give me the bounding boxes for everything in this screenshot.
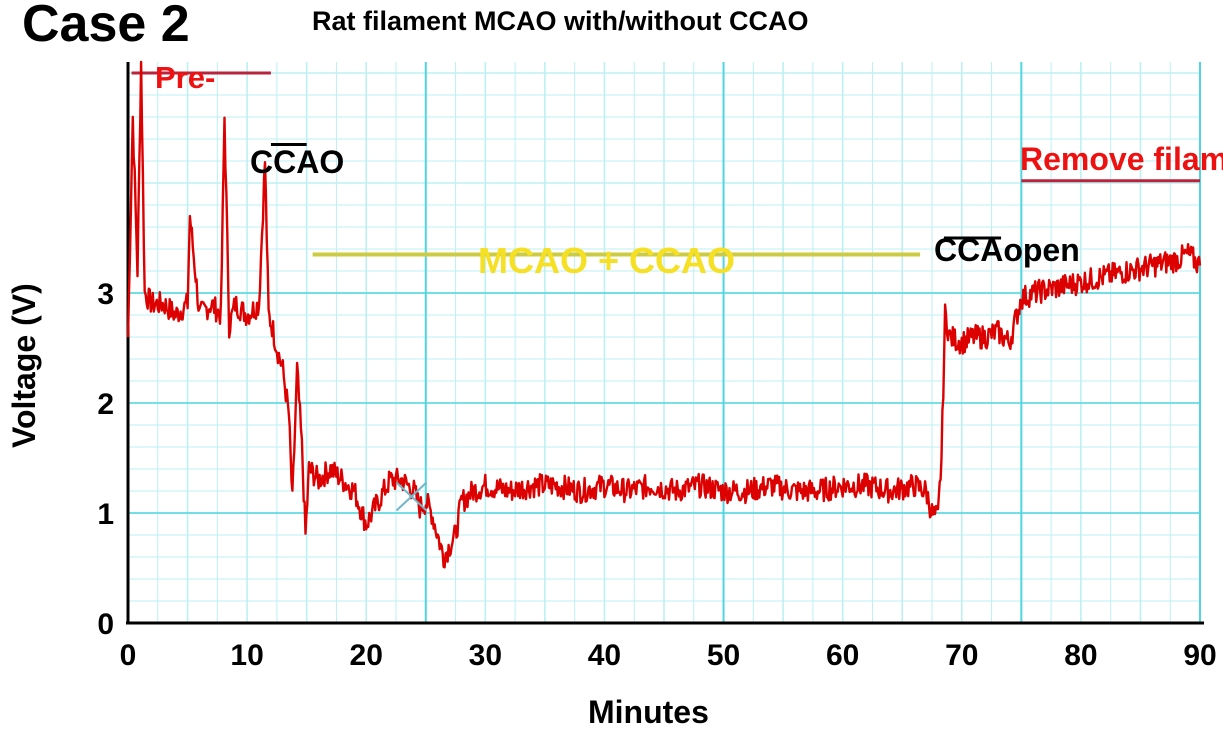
y-tick-label: 1 [97,498,114,531]
x-tick-label: 80 [1064,639,1097,672]
y-tick-label: 0 [97,608,114,641]
voltage-series-line [126,60,1202,569]
remove-filament-label: Remove filament [1020,141,1223,177]
series-layer [126,60,1202,569]
x-tick-label: 70 [945,639,978,672]
annotation-bars [131,71,1200,257]
ccaopen-label: CCAopen [934,232,1080,268]
grid [127,62,1201,624]
cursor-marker [395,481,428,512]
chart-title: Rat filament MCAO with/without CCAO [312,6,809,36]
y-tick-label: 3 [97,278,114,311]
x-tick-label: 30 [469,639,502,672]
x-tick-label: 10 [230,639,263,672]
ccao-label: CCAO [250,144,345,180]
x-tick-label: 40 [588,639,621,672]
y-tick-label: 2 [97,388,114,421]
y-axis-label: Voltage (V) [6,283,42,448]
x-tick-label: 60 [826,639,859,672]
mcao-ccao-label: MCAO + CCAO [478,240,736,281]
x-tick-label: 0 [120,639,137,672]
x-tick-label: 20 [350,639,383,672]
axes [126,62,1204,625]
x-tick-label: 90 [1183,639,1216,672]
x-tick-label: 50 [707,639,740,672]
tick-labels: 0 10 20 30 40 50 60 70 80 90 0 1 2 3 [97,278,1216,672]
x-axis-label: Minutes [588,694,709,730]
case-label: Case 2 [22,0,190,53]
pre-label: Pre- [155,60,216,95]
